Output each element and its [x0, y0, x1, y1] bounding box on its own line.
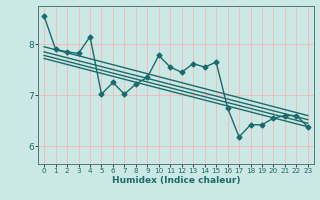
- X-axis label: Humidex (Indice chaleur): Humidex (Indice chaleur): [112, 176, 240, 185]
